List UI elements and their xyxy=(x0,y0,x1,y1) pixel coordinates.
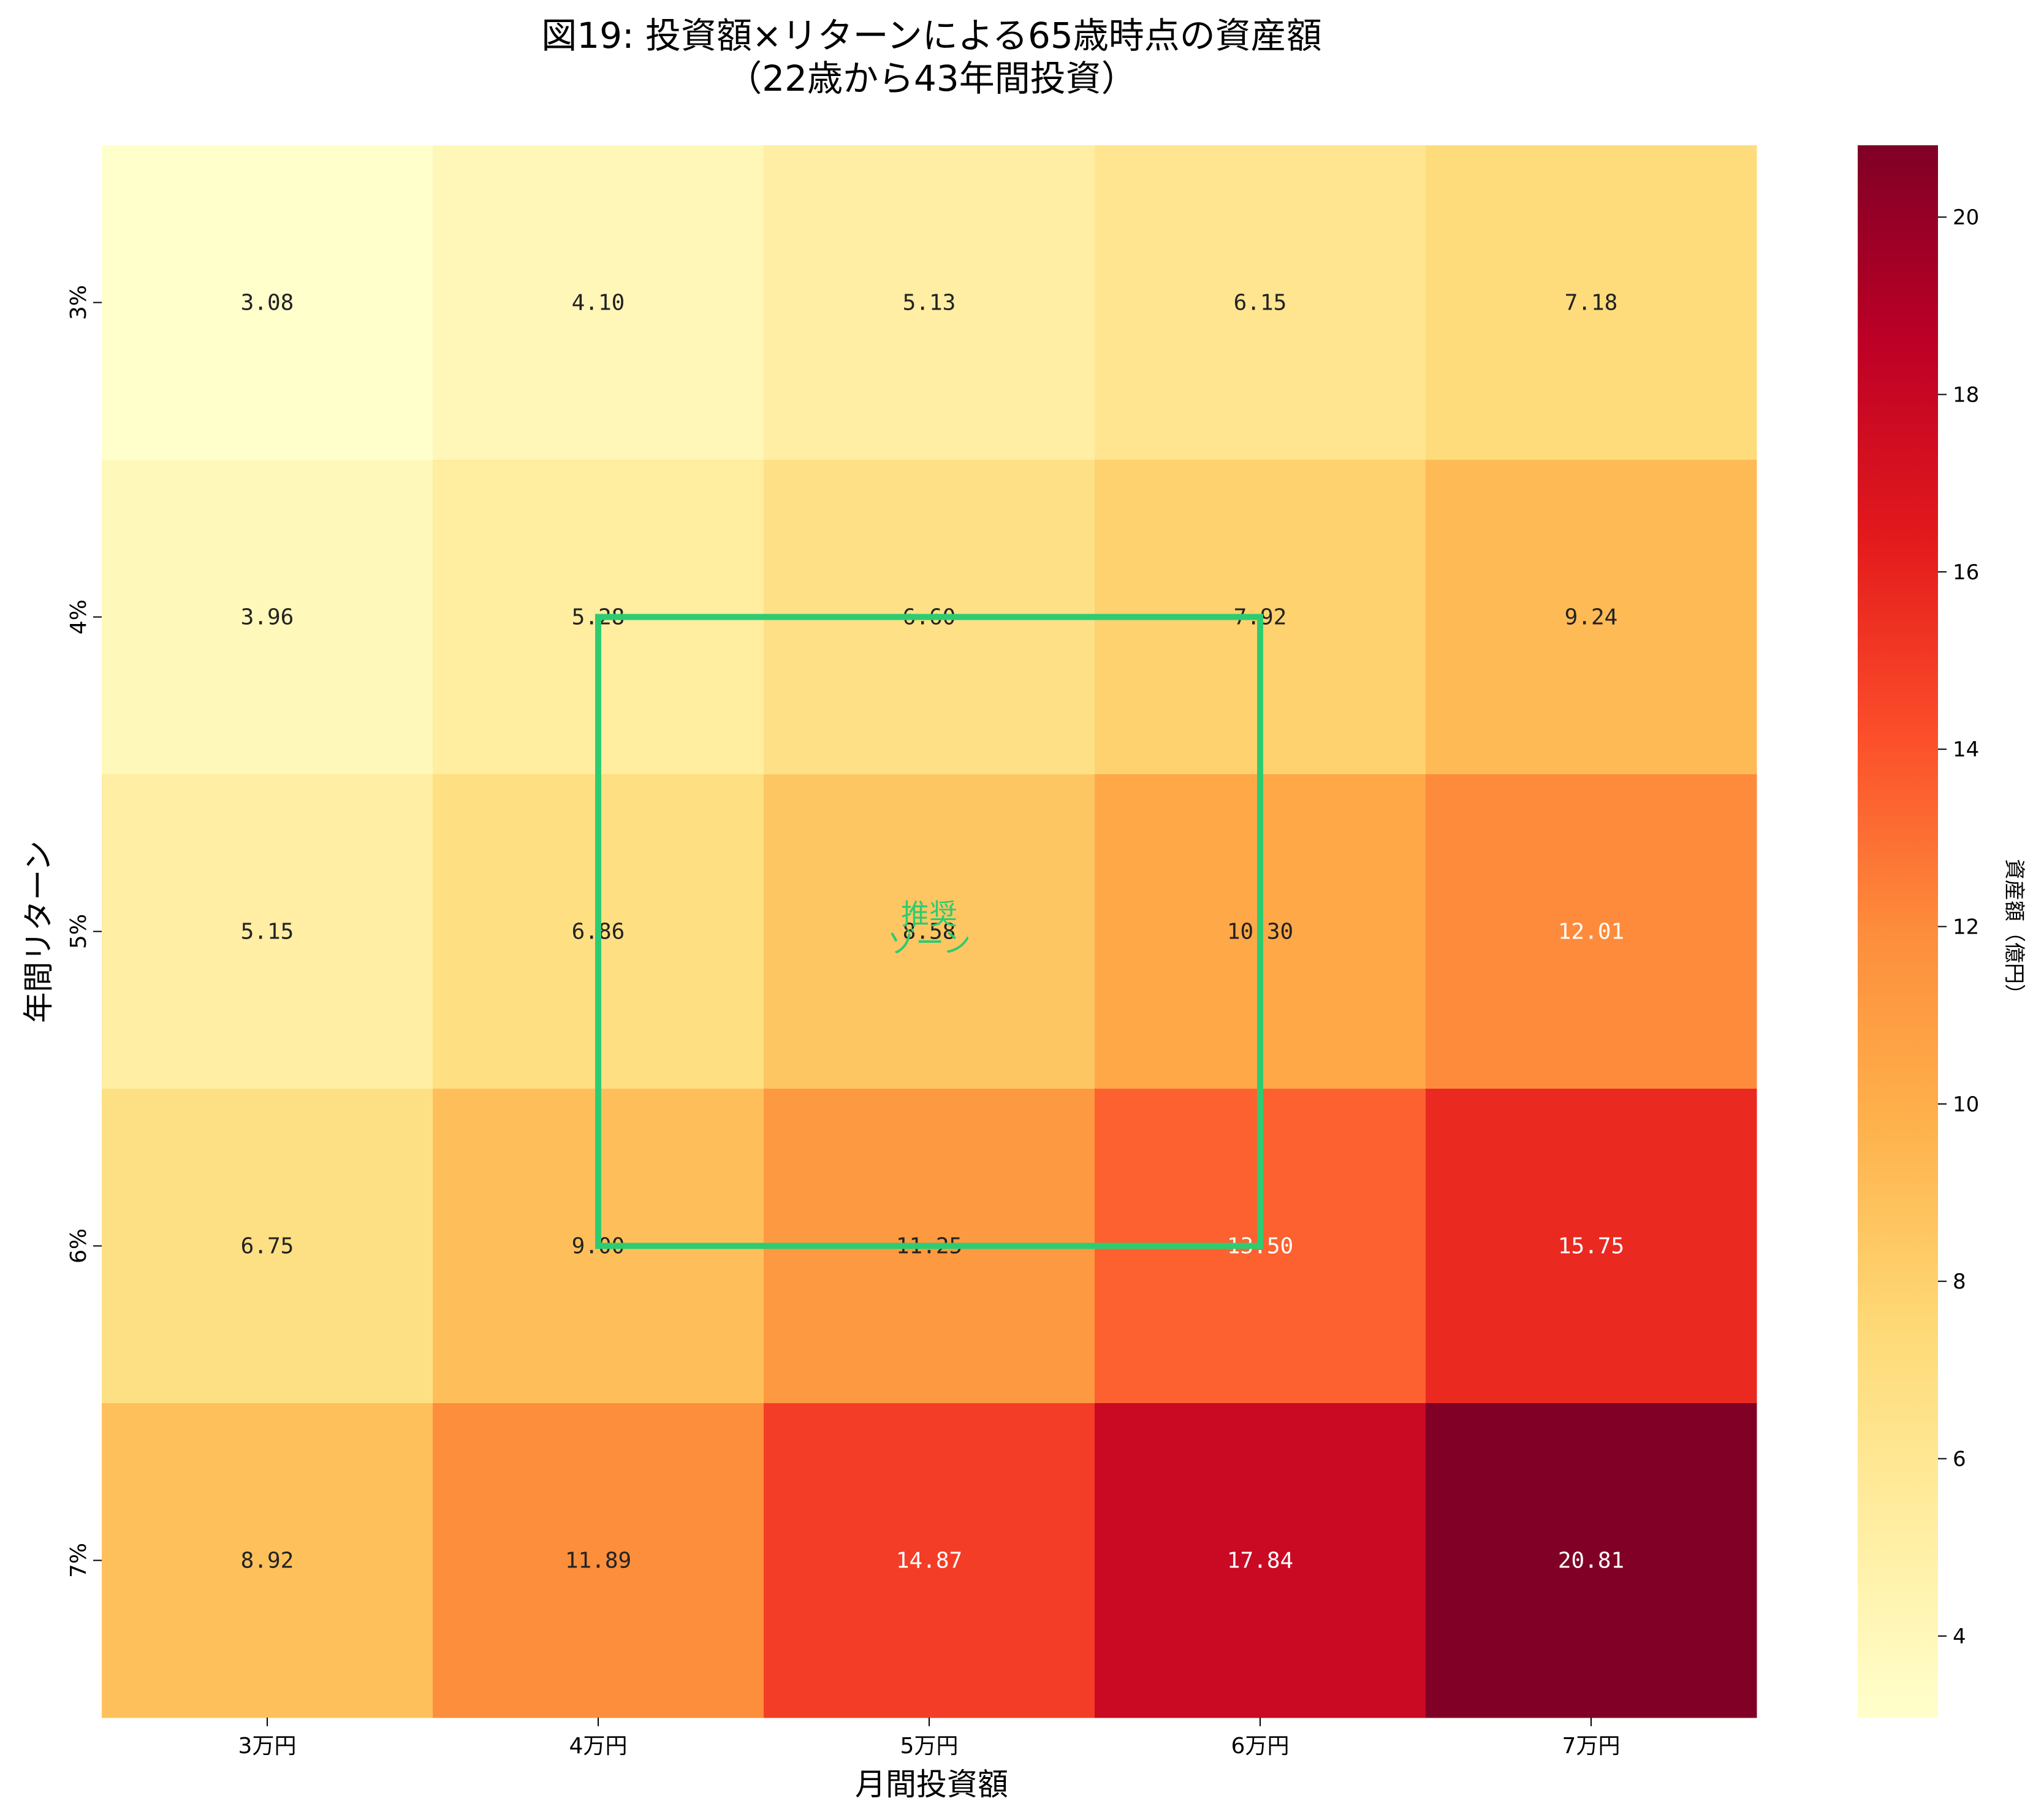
heatmap-cell xyxy=(102,460,433,775)
colorbar-label: 資産額（億円） xyxy=(2002,859,2026,1005)
y-axis-label: 年間リターン xyxy=(21,840,56,1023)
recommended-zone-label: ゾーン xyxy=(887,926,971,959)
heatmap-cell xyxy=(1426,145,1757,460)
colorbar-tick-label: 16 xyxy=(1953,560,1979,585)
x-tick-label: 5万円 xyxy=(900,1734,959,1759)
cell-value-label: 17.84 xyxy=(1227,1548,1293,1574)
cell-value-label: 7.18 xyxy=(1565,291,1618,316)
cell-value-label: 6.75 xyxy=(241,1234,294,1259)
heatmap-cell xyxy=(102,774,433,1089)
cell-value-label: 12.01 xyxy=(1558,920,1624,945)
cell-value-label: 3.08 xyxy=(241,291,294,316)
colorbar xyxy=(1858,145,1938,1718)
y-tick-label: 4% xyxy=(66,600,91,634)
chart-subtitle: （22歳から43年間投資） xyxy=(726,58,1137,99)
heatmap-cell xyxy=(102,1089,433,1404)
colorbar-tick-label: 4 xyxy=(1953,1624,1966,1649)
heatmap-cell xyxy=(1426,460,1757,775)
heatmap-cell xyxy=(1426,774,1757,1089)
cell-value-label: 11.89 xyxy=(565,1548,631,1574)
x-tick-label: 6万円 xyxy=(1231,1734,1290,1759)
cell-value-label: 20.81 xyxy=(1558,1548,1624,1574)
x-axis-ticks: 3万円 4万円 5万円 6万円 7万円 xyxy=(238,1718,1621,1759)
colorbar-tick-label: 14 xyxy=(1953,737,1979,762)
colorbar-tick-label: 12 xyxy=(1953,915,1979,940)
cell-value-label: 8.58 xyxy=(903,920,956,945)
cell-value-label: 8.92 xyxy=(241,1548,294,1574)
heatmap-cell xyxy=(102,145,433,460)
y-axis-ticks: 3% 4% 5% 6% 7% xyxy=(66,285,102,1578)
colorbar-tick-label: 8 xyxy=(1953,1270,1966,1294)
cell-value-label: 4.10 xyxy=(572,291,625,316)
x-tick-label: 4万円 xyxy=(569,1734,628,1759)
colorbar-ticks: 4 6 8 10 12 14 16 18 20 xyxy=(1938,205,1979,1649)
heatmap-cell xyxy=(764,774,1095,1089)
colorbar-tick-label: 18 xyxy=(1953,383,1979,408)
chart-title: 図19: 投資額×リターンによる65歳時点の資産額 xyxy=(541,15,1322,56)
colorbar-tick-label: 10 xyxy=(1953,1092,1979,1117)
cell-value-label: 9.24 xyxy=(1565,605,1618,630)
cell-value-label: 15.75 xyxy=(1558,1234,1624,1259)
heatmap-cell xyxy=(433,145,764,460)
x-tick-label: 3万円 xyxy=(238,1734,297,1759)
colorbar-tick-label: 6 xyxy=(1953,1447,1966,1472)
x-axis-label: 月間投資額 xyxy=(855,1767,1008,1802)
cell-value-label: 5.15 xyxy=(241,920,294,945)
y-tick-label: 6% xyxy=(66,1228,91,1263)
cell-value-label: 5.13 xyxy=(903,291,956,316)
heatmap-cell xyxy=(764,145,1095,460)
y-tick-label: 3% xyxy=(66,285,91,320)
heatmap-cell xyxy=(1426,1089,1757,1404)
cell-value-label: 3.96 xyxy=(241,605,294,630)
cell-value-label: 6.15 xyxy=(1234,291,1287,316)
colorbar-tick-label: 20 xyxy=(1953,205,1979,230)
cell-value-label: 14.87 xyxy=(896,1548,962,1574)
y-tick-label: 5% xyxy=(66,914,91,949)
x-tick-label: 7万円 xyxy=(1562,1734,1621,1759)
y-tick-label: 7% xyxy=(66,1543,91,1578)
recommended-zone-box xyxy=(595,614,1263,1249)
heatmap-cell xyxy=(102,1403,433,1718)
heatmap-cell xyxy=(1095,1403,1426,1718)
heatmap-cells xyxy=(102,145,1757,1718)
heatmap-cell xyxy=(1095,145,1426,460)
heatmap-cell-labels: 3.08 4.10 5.13 6.15 7.183.96 5.28 6.60 7.92 9.24… xyxy=(241,291,1625,1574)
recommended-zone-label: 推奨 xyxy=(901,898,957,931)
heatmap-cell xyxy=(1426,1403,1757,1718)
heatmap-cell xyxy=(433,1403,764,1718)
heatmap-cell xyxy=(764,1403,1095,1718)
